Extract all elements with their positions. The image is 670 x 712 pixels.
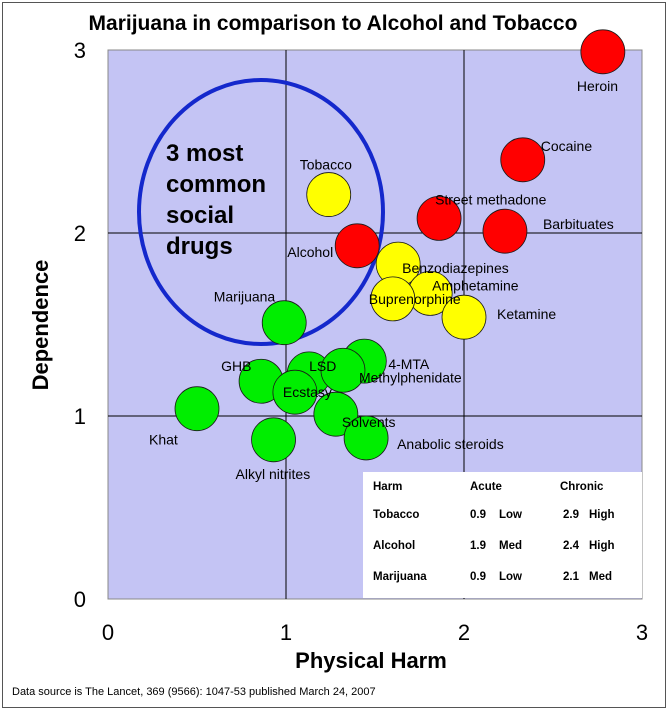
annotation-line: drugs bbox=[166, 233, 233, 260]
x-tick-label: 0 bbox=[102, 620, 114, 645]
x-tick-label: 1 bbox=[280, 620, 292, 645]
point-heroin bbox=[580, 29, 626, 75]
annotation-ellipse bbox=[137, 78, 385, 346]
annotation-line: common bbox=[166, 171, 266, 198]
label-heroin: Heroin bbox=[577, 78, 618, 94]
label-benzodiazepines: Benzodiazepines bbox=[402, 260, 509, 276]
x-tick-label: 3 bbox=[636, 620, 648, 645]
table-cell-drug: Marijuana bbox=[373, 571, 427, 583]
table-header: Chronic bbox=[560, 481, 604, 493]
table-cell-chronic-value: 2.1 bbox=[563, 571, 580, 583]
label-solvents: Solvents bbox=[342, 414, 396, 430]
label-tobacco: Tobacco bbox=[300, 157, 352, 173]
point-ketamine bbox=[441, 294, 487, 340]
point-cocaine bbox=[500, 137, 546, 183]
y-tick-label: 1 bbox=[74, 404, 86, 429]
label-barbituates: Barbituates bbox=[543, 216, 614, 232]
label-ghb: GHB bbox=[221, 358, 251, 374]
table-cell-drug: Alcohol bbox=[373, 540, 415, 552]
table-cell-chronic-value: 2.9 bbox=[563, 509, 579, 521]
table-header: Acute bbox=[470, 481, 502, 493]
table-cell-acute-value: 0.9 bbox=[470, 571, 486, 583]
x-axis-title: Physical Harm bbox=[295, 648, 447, 673]
point-methylphenidate bbox=[320, 347, 366, 393]
annotation-line: social bbox=[166, 202, 234, 229]
label-marijuana: Marijuana bbox=[214, 289, 276, 305]
table-cell-drug: Tobacco bbox=[373, 509, 419, 521]
point-buprenorphine bbox=[370, 276, 416, 322]
label-cocaine: Cocaine bbox=[541, 138, 593, 154]
point-labels: Heroin Cocaine Street methadone Barbituates… bbox=[149, 78, 618, 482]
annotation-text: 3 most common social drugs bbox=[166, 140, 266, 260]
table-cell-chronic-level: High bbox=[589, 509, 615, 521]
table-cell-acute-level: Low bbox=[499, 571, 522, 583]
table-cell-acute-level: Med bbox=[499, 540, 522, 552]
y-tick-label: 2 bbox=[74, 221, 86, 246]
source-note: Data source is The Lancet, 369 (9566): 1… bbox=[12, 686, 376, 698]
y-tick-label: 3 bbox=[74, 38, 86, 63]
label-methylphenidate: Methylphenidate bbox=[359, 369, 462, 385]
annotation-line: 3 most bbox=[166, 140, 243, 167]
table-header: Harm bbox=[373, 481, 402, 493]
label-ecstasy: Ecstasy bbox=[283, 384, 332, 400]
chart-title: Marijuana in comparison to Alcohol and T… bbox=[89, 12, 578, 35]
table-cell-acute-value: 0.9 bbox=[470, 509, 486, 521]
point-anabolic-steroids bbox=[343, 415, 389, 461]
y-axis-title: Dependence bbox=[28, 260, 53, 391]
label-lsd: LSD bbox=[309, 358, 336, 374]
point-alcohol bbox=[334, 223, 380, 269]
label-anabolic-steroids: Anabolic steroids bbox=[397, 436, 504, 452]
y-tick-label: 0 bbox=[74, 587, 86, 612]
point-tobacco bbox=[306, 172, 352, 217]
table-cell-acute-level: Low bbox=[499, 509, 522, 521]
data-points bbox=[174, 29, 626, 463]
table-cell-chronic-level: High bbox=[589, 540, 615, 552]
point-alkyl-nitrites bbox=[251, 417, 296, 463]
point-street-methadone bbox=[416, 195, 462, 241]
label-alcohol: Alcohol bbox=[287, 244, 333, 260]
label-khat: Khat bbox=[149, 432, 178, 448]
point-marijuana bbox=[261, 300, 307, 346]
harm-table-background bbox=[363, 472, 642, 598]
point-ecstasy bbox=[272, 369, 318, 415]
table-cell-chronic-level: Med bbox=[589, 571, 612, 583]
table-cell-chronic-value: 2.4 bbox=[563, 540, 580, 552]
label-buprenorphine: Buprenorphine bbox=[369, 291, 461, 307]
table-cell-acute-value: 1.9 bbox=[470, 540, 486, 552]
x-tick-label: 2 bbox=[458, 620, 470, 645]
tick-labels: 0 1 2 3 0 1 2 3 bbox=[74, 38, 648, 645]
harm-table: Harm Acute Chronic Tobacco 0.9 Low 2.9 High Alco… bbox=[363, 472, 642, 598]
label-ketamine: Ketamine bbox=[497, 306, 556, 322]
label-alkyl-nitrites: Alkyl nitrites bbox=[236, 466, 311, 482]
label-amphetamine: Amphetamine bbox=[432, 277, 519, 293]
point-solvents bbox=[313, 391, 359, 437]
point-khat bbox=[174, 386, 220, 432]
label-street-methadone: Street methadone bbox=[435, 191, 547, 207]
point-barbituates bbox=[482, 208, 528, 254]
label-4-mta: 4-MTA bbox=[388, 356, 430, 372]
